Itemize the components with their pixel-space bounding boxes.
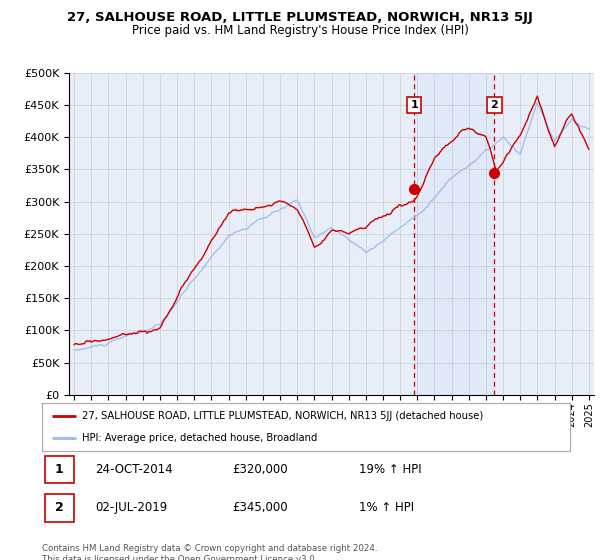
Text: 1: 1 (55, 463, 64, 477)
Text: 02-JUL-2019: 02-JUL-2019 (95, 501, 167, 515)
Text: HPI: Average price, detached house, Broadland: HPI: Average price, detached house, Broa… (82, 433, 317, 443)
FancyBboxPatch shape (44, 456, 74, 483)
Bar (414, 73, 494, 395)
Text: 24-OCT-2014: 24-OCT-2014 (95, 463, 172, 477)
Text: £345,000: £345,000 (232, 501, 288, 515)
Text: 1% ↑ HPI: 1% ↑ HPI (359, 501, 414, 515)
Text: 1: 1 (410, 100, 418, 110)
Text: 27, SALHOUSE ROAD, LITTLE PLUMSTEAD, NORWICH, NR13 5JJ: 27, SALHOUSE ROAD, LITTLE PLUMSTEAD, NOR… (67, 11, 533, 24)
Text: Price paid vs. HM Land Registry's House Price Index (HPI): Price paid vs. HM Land Registry's House … (131, 24, 469, 37)
Text: 19% ↑ HPI: 19% ↑ HPI (359, 463, 421, 477)
FancyBboxPatch shape (44, 494, 74, 521)
Text: £320,000: £320,000 (232, 463, 288, 477)
Text: 27, SALHOUSE ROAD, LITTLE PLUMSTEAD, NORWICH, NR13 5JJ (detached house): 27, SALHOUSE ROAD, LITTLE PLUMSTEAD, NOR… (82, 411, 483, 421)
Text: Contains HM Land Registry data © Crown copyright and database right 2024.
This d: Contains HM Land Registry data © Crown c… (42, 544, 377, 560)
Text: 2: 2 (55, 501, 64, 515)
Text: 2: 2 (491, 100, 499, 110)
